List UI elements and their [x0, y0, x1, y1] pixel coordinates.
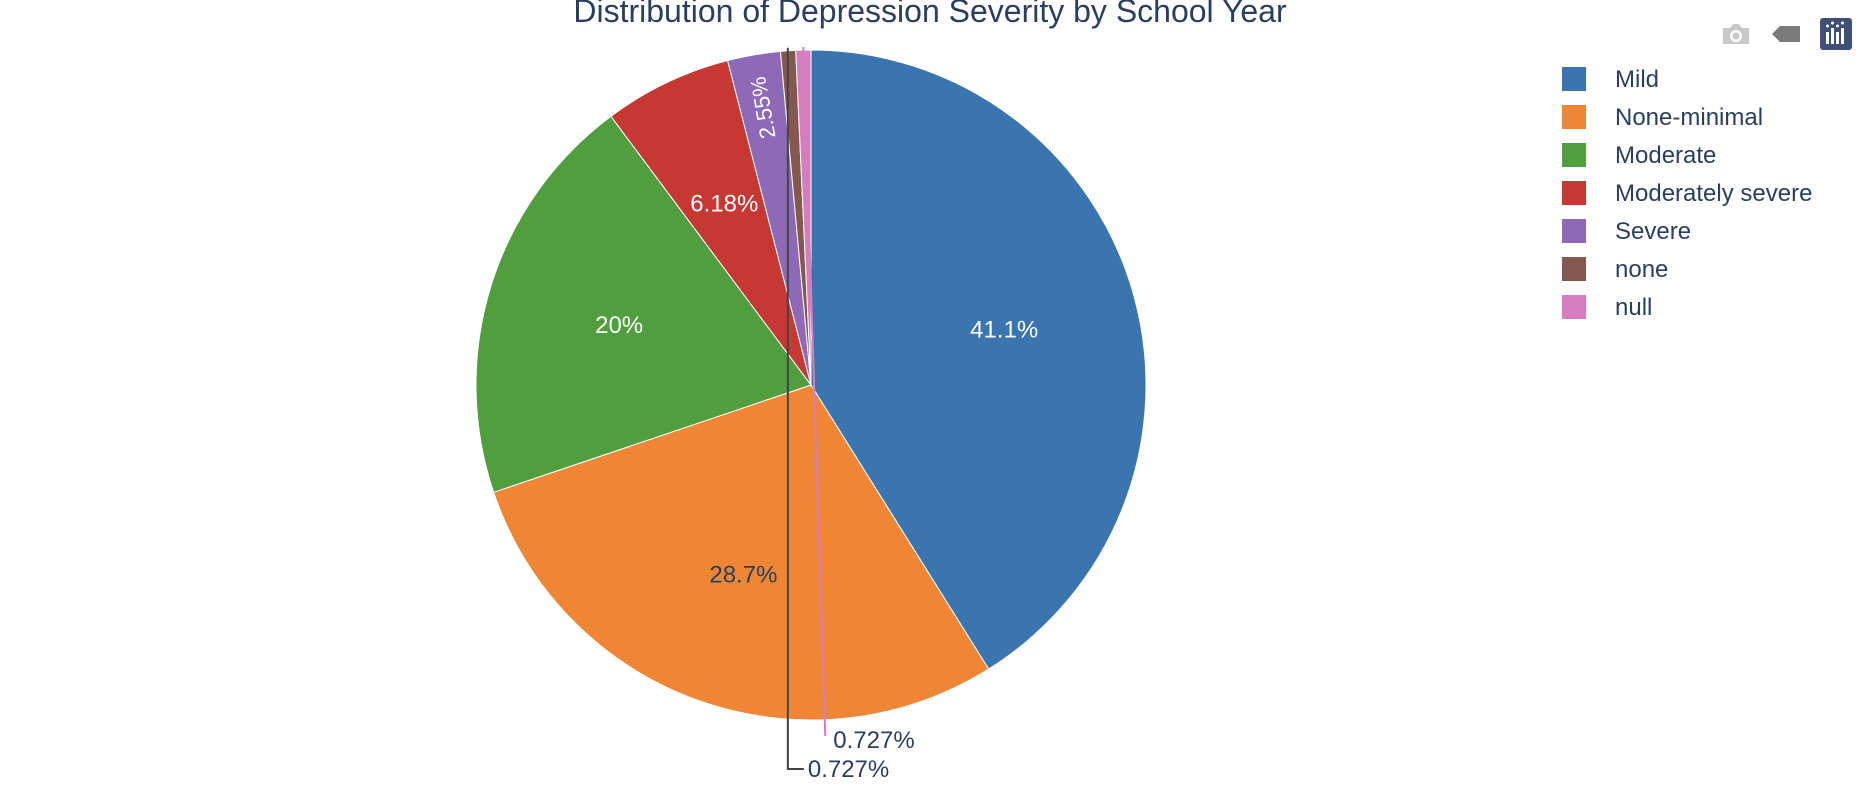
modebar: [1716, 14, 1856, 54]
legend-label: Mild: [1615, 66, 1659, 93]
legend-item[interactable]: Severe: [1562, 218, 1691, 245]
legend-label: Severe: [1615, 218, 1691, 245]
slice-label: 20%: [595, 312, 643, 339]
plotly-logo-icon[interactable]: [1816, 14, 1856, 54]
legend-item[interactable]: Mild: [1562, 66, 1659, 93]
legend-item[interactable]: None-minimal: [1562, 104, 1763, 131]
pie-slice-moderately-severe[interactable]: [610, 59, 812, 386]
slice-label: 41.1%: [970, 317, 1038, 344]
pie-slice-moderate[interactable]: [475, 115, 812, 493]
legend-label: None-minimal: [1615, 104, 1763, 131]
legend-label: none: [1615, 256, 1668, 283]
slice-label: 6.18%: [690, 191, 758, 218]
legend-label: Moderate: [1615, 142, 1716, 169]
legend-swatch: [1562, 295, 1586, 319]
legend-swatch: [1562, 143, 1586, 167]
camera-icon[interactable]: [1716, 14, 1756, 54]
legend-item[interactable]: null: [1562, 294, 1652, 321]
legend-item[interactable]: none: [1562, 256, 1668, 283]
legend-swatch: [1562, 181, 1586, 205]
zoom-back-icon[interactable]: [1766, 14, 1806, 54]
label-leader-line: [802, 47, 827, 737]
legend-label: null: [1615, 294, 1652, 321]
slice-labels: 41.1%28.7%20%6.18%2.55%0.727%0.727%: [595, 47, 1038, 783]
pie-slices: [475, 49, 1147, 721]
legend-item[interactable]: Moderately severe: [1562, 180, 1812, 207]
legend-swatch: [1562, 105, 1586, 129]
label-leader-line: [786, 47, 804, 770]
pie-slice-mild[interactable]: [810, 49, 1147, 670]
legend-item[interactable]: Moderate: [1562, 142, 1716, 169]
slice-label-outside: 0.727%: [808, 756, 889, 783]
legend-swatch: [1562, 257, 1586, 281]
legend-swatch: [1562, 219, 1586, 243]
legend-swatch: [1562, 67, 1586, 91]
legend-label: Moderately severe: [1615, 180, 1812, 207]
chart-title: Distribution of Depression Severity by S…: [573, 0, 1287, 29]
legend: Mild None-minimal Moderate Moderately sever…: [1562, 66, 1812, 321]
pie-slice-none-minimal[interactable]: [493, 384, 990, 721]
slice-label: 28.7%: [709, 561, 777, 588]
slice-label-outside: 0.727%: [833, 727, 914, 754]
